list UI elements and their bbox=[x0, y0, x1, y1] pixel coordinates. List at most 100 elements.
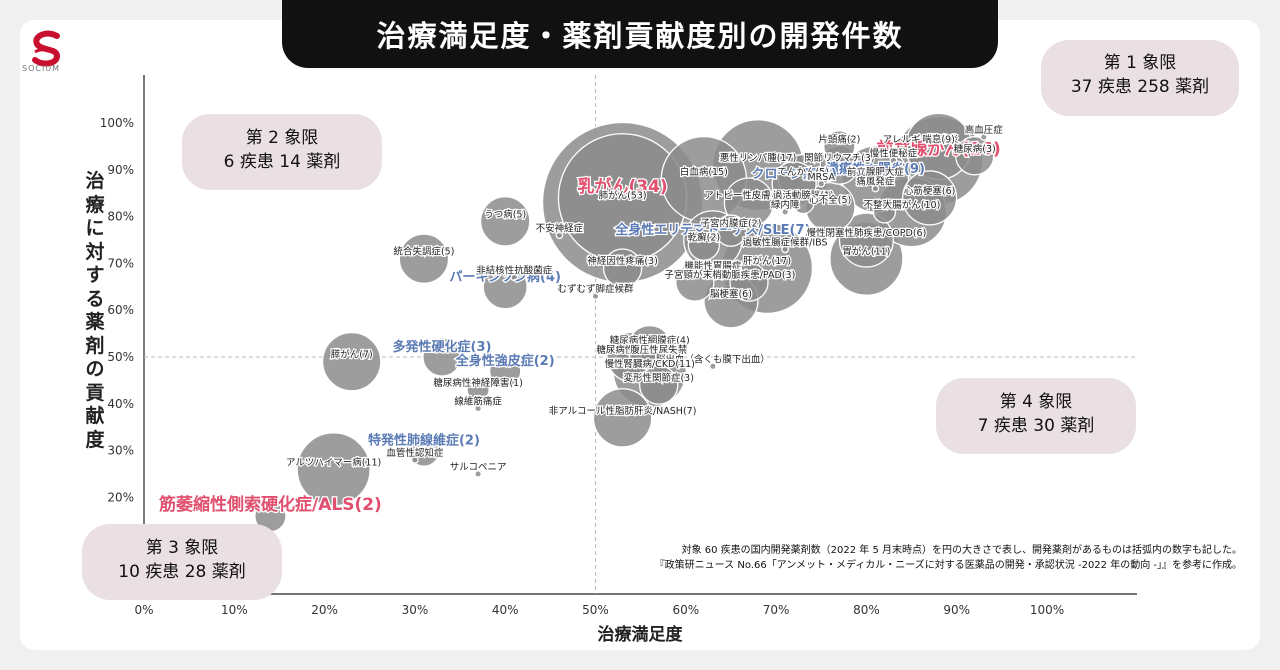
point-label: MRSA bbox=[807, 172, 835, 183]
bubble bbox=[602, 248, 643, 288]
point-label: 不整脈(1) bbox=[863, 199, 905, 211]
point-label: 特発性肺線維症(2) bbox=[368, 433, 480, 449]
point-label: 高血圧症 bbox=[965, 124, 1004, 136]
point-label: 末梢動脈疾患/PAD(3) bbox=[703, 269, 796, 281]
bubble bbox=[979, 133, 988, 141]
bubble bbox=[723, 177, 775, 228]
point-label: 線維筋痛症 bbox=[454, 395, 502, 407]
bubble bbox=[479, 196, 531, 247]
point-label: 慢性便秘症 bbox=[870, 147, 918, 159]
y-tick-label: 40% bbox=[107, 397, 134, 411]
point-label: てんかん(5) bbox=[777, 167, 828, 178]
bubble bbox=[871, 184, 880, 193]
point-label: 全身性強皮症(2) bbox=[455, 353, 555, 369]
point-label: 片頭痛(2) bbox=[818, 133, 860, 145]
note-line-1: 対象 60 疾患の国内開発薬剤数（2022 年 5 月末時点）を円の大きさで表し… bbox=[681, 545, 1242, 556]
bubble bbox=[488, 354, 522, 388]
point-label: 前立腺肥大症 bbox=[847, 166, 905, 178]
y-tick-label: 30% bbox=[107, 444, 134, 458]
point-label: 慢性腎臓病/CKD(11) bbox=[604, 358, 694, 370]
point-label: 心不全(5) bbox=[809, 194, 851, 206]
x-tick-label: 70% bbox=[763, 603, 790, 617]
point-label: アトピー性皮膚炎(5) bbox=[704, 190, 793, 202]
bubble bbox=[474, 404, 482, 413]
point-label: 機能性胃腸症 bbox=[684, 260, 742, 272]
quadrant-4-name: 第 4 象限 bbox=[999, 392, 1073, 412]
point-label: 胃がん(11) bbox=[842, 246, 890, 258]
bubble bbox=[709, 268, 717, 277]
bubble bbox=[466, 378, 490, 402]
x-tick-label: 30% bbox=[402, 603, 429, 617]
point-label: 血管性認知症 bbox=[386, 447, 444, 459]
socium-logo-icon bbox=[32, 30, 61, 67]
point-label: アルツハイマー病(11) bbox=[286, 456, 381, 468]
point-label: 変形性関節症(3) bbox=[623, 372, 693, 384]
point-label: 関節リウマチ(3) bbox=[804, 152, 874, 164]
x-tick-label: 80% bbox=[853, 603, 880, 617]
y-tick-label: 70% bbox=[107, 256, 134, 270]
source-note: 対象 60 疾患の国内開発薬剤数（2022 年 5 月末時点）を円の大きさで表し… bbox=[655, 543, 1242, 573]
x-tick-label: 60% bbox=[672, 603, 699, 617]
bubble bbox=[823, 130, 856, 163]
quadrant-2-box: 第 2 象限 6 疾患 14 薬剤 bbox=[182, 114, 382, 190]
bubble bbox=[729, 262, 769, 302]
brand-name: SOCIUM bbox=[22, 64, 61, 73]
point-label: 子宮内膜症(2) bbox=[700, 218, 761, 230]
y-tick-label: 100% bbox=[100, 116, 134, 130]
bubble bbox=[592, 388, 653, 448]
point-label: 子宮頸がん(3) bbox=[664, 269, 725, 281]
bubble bbox=[817, 179, 826, 188]
point-label: 腹圧性尿失禁 bbox=[630, 344, 688, 356]
point-label: アレルギー性鼻炎 bbox=[883, 133, 960, 145]
bubble bbox=[411, 456, 419, 464]
bubble bbox=[675, 262, 715, 302]
x-tick-label: 90% bbox=[943, 603, 970, 617]
bubble bbox=[872, 200, 897, 224]
bubble bbox=[781, 245, 789, 254]
point-label: うつ病(5) bbox=[484, 208, 526, 220]
point-label: 糖尿病性神経障害(1) bbox=[433, 377, 522, 389]
point-label: 過活動膀胱(1) bbox=[773, 190, 834, 202]
x-tick-label: 50% bbox=[582, 603, 609, 617]
point-label: 脳出血（含くも膜下出血） bbox=[656, 353, 770, 365]
x-tick-label: 10% bbox=[221, 603, 248, 617]
bubble bbox=[510, 273, 519, 282]
point-label: 白血病(15) bbox=[680, 166, 728, 178]
bubble bbox=[639, 365, 679, 405]
point-label: 喘息(9) bbox=[922, 133, 954, 145]
chart-title: 治療満足度・薬剤貢献度別の開発件数 bbox=[282, 0, 998, 68]
point-label: 痛風発症 bbox=[856, 176, 895, 188]
bubble bbox=[321, 331, 382, 392]
bubble bbox=[889, 156, 898, 165]
y-axis-label: 治療に対する薬剤の貢献度 bbox=[85, 170, 105, 451]
quadrant-1-name: 第 1 象限 bbox=[1103, 53, 1177, 73]
point-label: 統合失調症(5) bbox=[393, 246, 454, 258]
point-label: 乳がん(34) bbox=[577, 176, 667, 197]
y-tick-label: 80% bbox=[107, 210, 134, 224]
point-label: 緑内障 bbox=[771, 199, 800, 211]
point-label: 肝がん(17) bbox=[743, 255, 791, 267]
x-tick-label: 40% bbox=[492, 603, 519, 617]
x-axis-label: 治療満足度 bbox=[597, 625, 683, 645]
bubble bbox=[916, 142, 925, 151]
quadrant-3-box: 第 3 象限 10 疾患 28 薬剤 bbox=[82, 524, 282, 600]
point-label: 慢性閉塞性肺疾患/COPD(6) bbox=[806, 227, 926, 239]
quadrant-3-name: 第 3 象限 bbox=[145, 538, 219, 558]
bubble bbox=[709, 362, 717, 371]
point-label: 肺がん(53) bbox=[599, 190, 647, 202]
point-label: 悪性リンパ腫(17) bbox=[720, 152, 797, 164]
bubble bbox=[555, 231, 564, 240]
quadrant-2-name: 第 2 象限 bbox=[245, 128, 319, 148]
bubble bbox=[791, 190, 815, 215]
bubble bbox=[474, 470, 482, 478]
bubble bbox=[398, 233, 450, 284]
note-line-2: 『政策研ニュース No.66「アンメット・メディカル・ニーズに対する医薬品の開発… bbox=[654, 560, 1242, 571]
point-label: 糖尿病性網膜症(4) bbox=[610, 335, 690, 347]
point-label: 前立腺がん(16) bbox=[877, 138, 1001, 159]
point-label: 膵がん(7) bbox=[331, 349, 373, 361]
bubble bbox=[687, 228, 721, 261]
y-tick-label: 50% bbox=[107, 350, 134, 364]
bubble bbox=[902, 170, 958, 226]
point-label: 糖尿病性腎症(5) bbox=[596, 344, 666, 356]
